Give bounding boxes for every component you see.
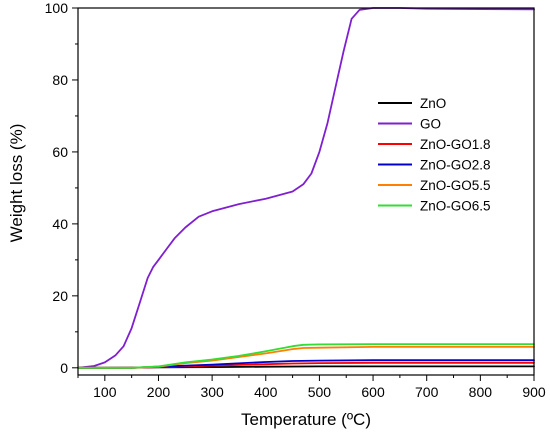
legend-label-zno-go5-5: ZnO-GO5.5 [420,178,491,193]
legend-label-zno-go1-8: ZnO-GO1.8 [420,137,491,152]
x-tick-label: 100 [93,384,117,400]
series-line-zno-go5-5 [77,346,535,369]
x-tick-label: 500 [308,384,332,400]
legend-label-zno: ZnO [420,96,446,111]
legend: ZnO GO ZnO-GO1.8 ZnO-GO2.8 ZnO-GO5.5 ZnO-GO6.… [378,96,491,214]
y-tick-label: 0 [60,360,68,376]
series-line-go [77,7,535,369]
y-tick-label: 60 [52,144,68,160]
x-axis: 100 200 300 400 500 600 700 800 900 [77,375,546,400]
y-tick-label: 100 [45,0,69,16]
plot-frame [77,7,535,376]
y-axis-title: Weight loss (%) [7,124,26,243]
series-layer [77,7,535,369]
x-tick-label: 900 [522,384,546,400]
x-tick-label: 700 [415,384,439,400]
y-tick-label: 80 [52,72,68,88]
y-axis: 0 20 40 60 80 100 [45,0,78,376]
legend-label-zno-go2-8: ZnO-GO2.8 [420,158,491,173]
x-tick-label: 800 [469,384,493,400]
y-tick-label: 20 [52,288,68,304]
legend-label-zno-go6-5: ZnO-GO6.5 [420,199,491,214]
x-tick-label: 300 [200,384,224,400]
x-tick-label: 200 [147,384,171,400]
series-line-zno-go6-5 [77,343,535,369]
x-axis-title: Temperature (ºC) [241,410,371,429]
x-tick-label: 400 [254,384,278,400]
legend-label-go: GO [420,117,441,132]
y-tick-label: 40 [52,216,68,232]
x-tick-label: 600 [361,384,385,400]
